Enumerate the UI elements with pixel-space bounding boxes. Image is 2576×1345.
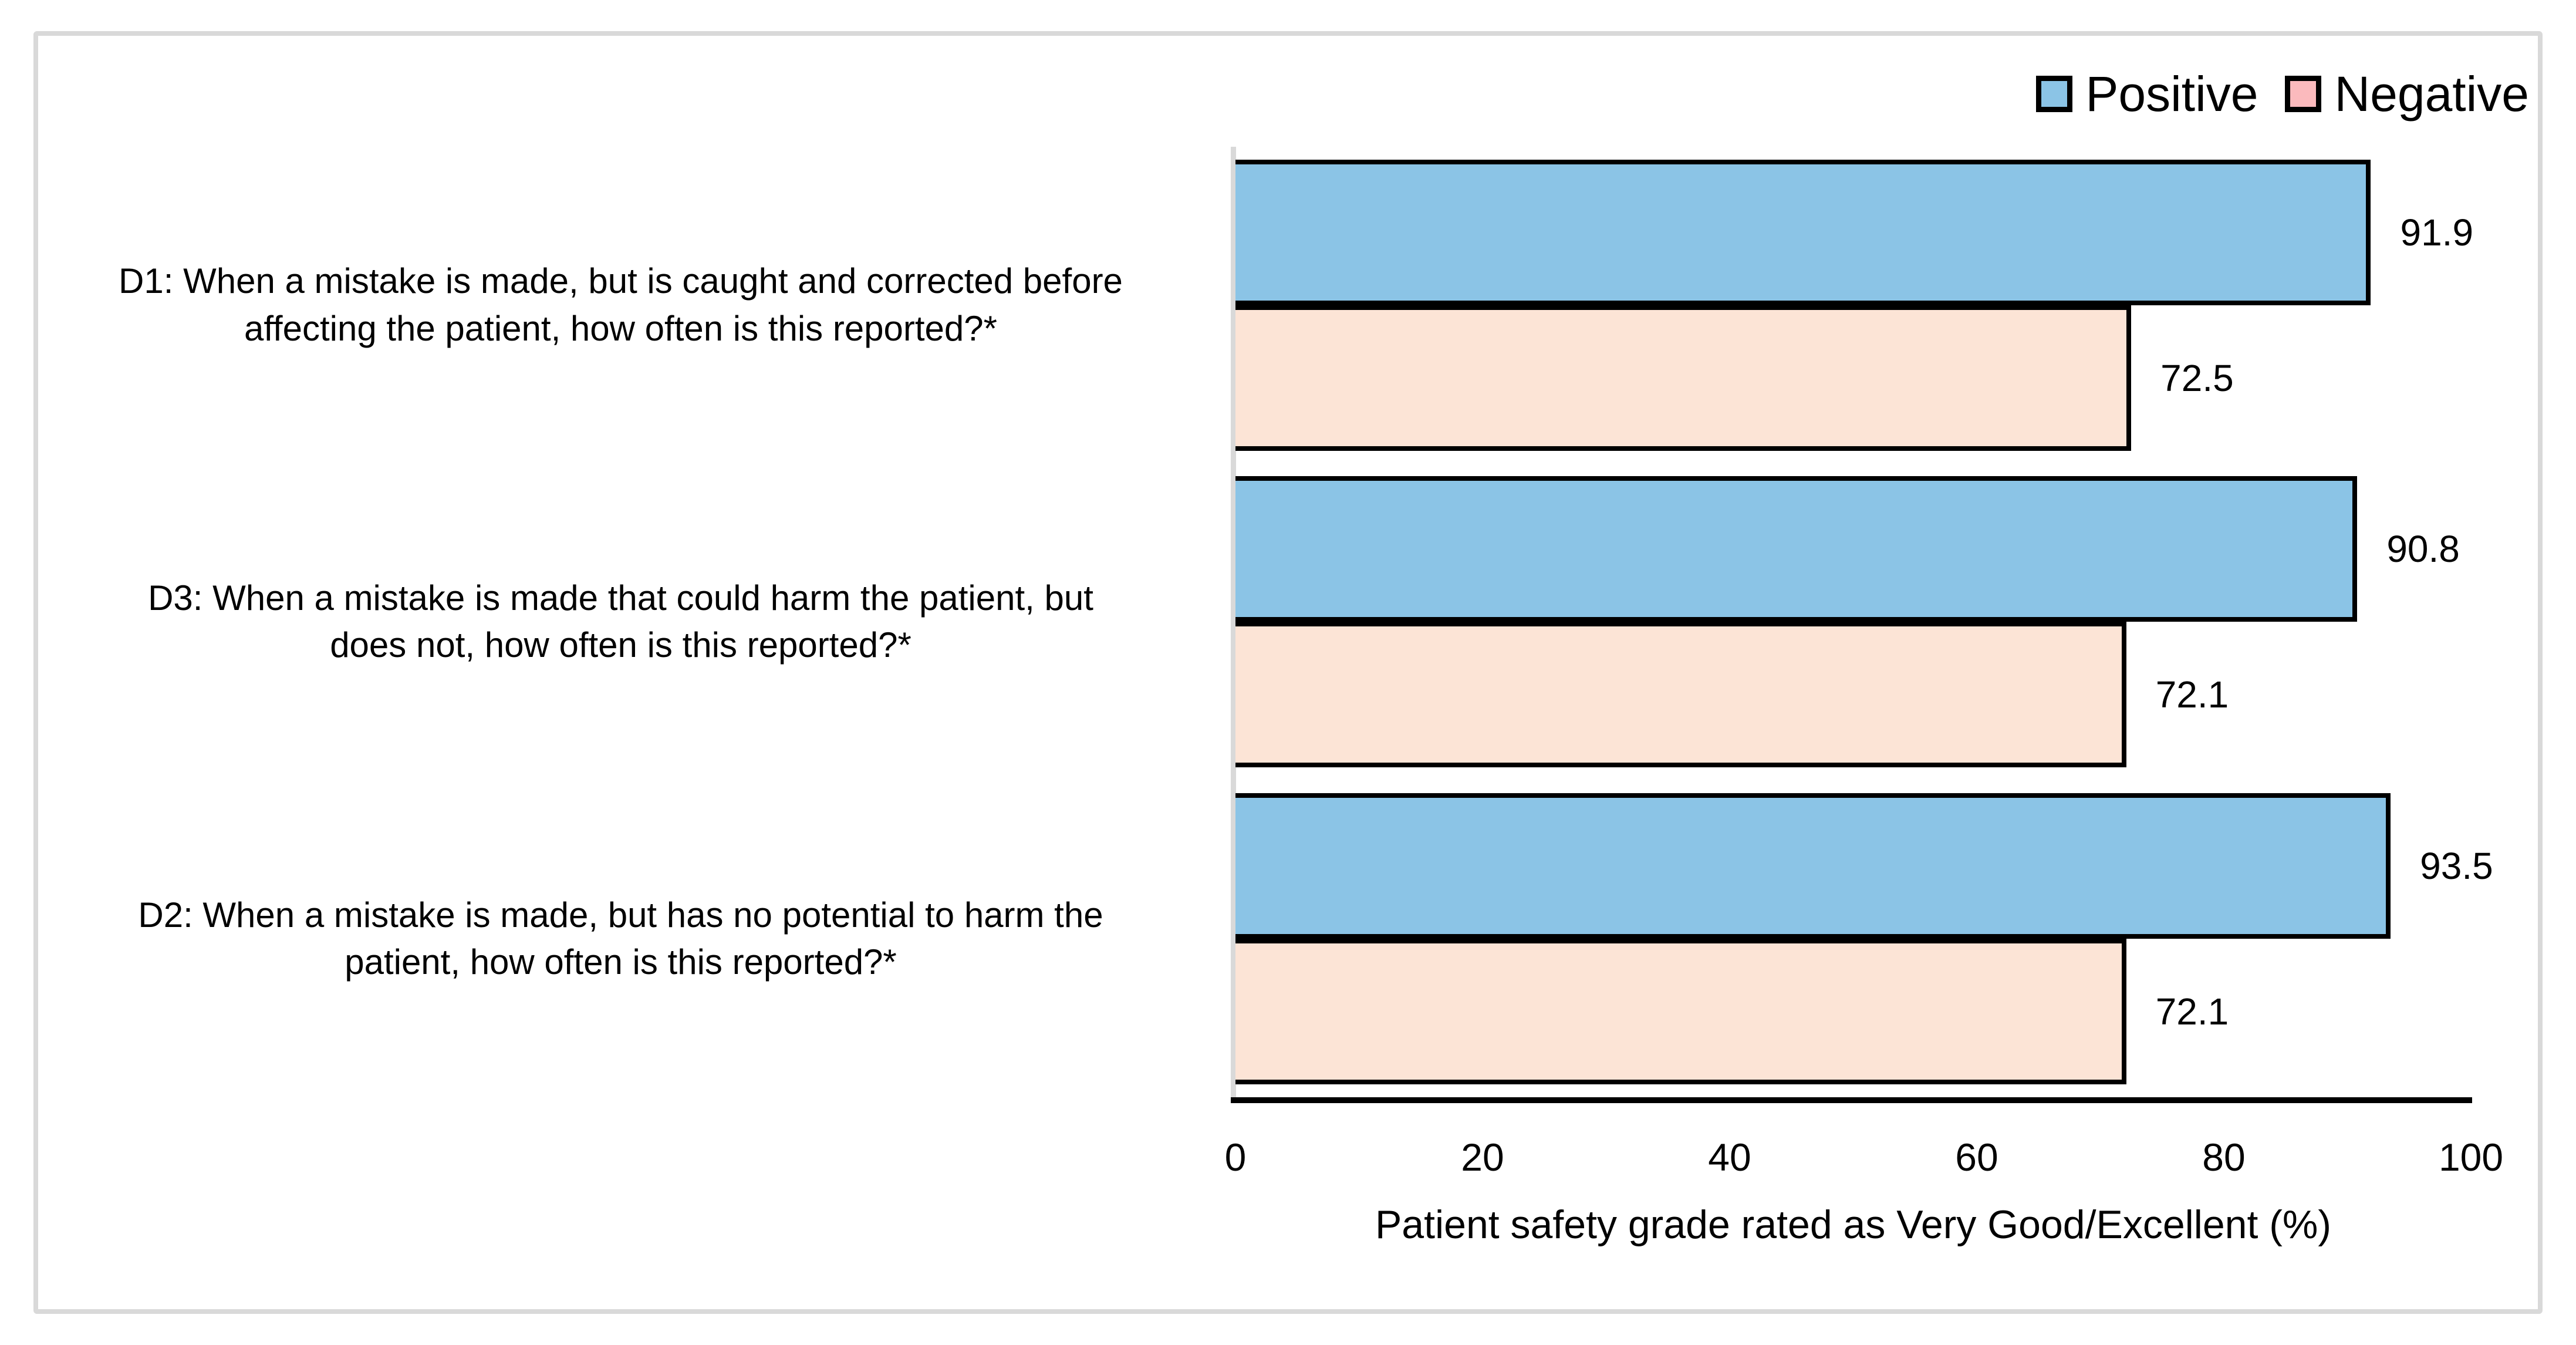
positive-bar bbox=[1235, 793, 2391, 939]
value-label: 90.8 bbox=[2386, 528, 2460, 571]
x-tick-label: 100 bbox=[2438, 1135, 2504, 1179]
x-tick-label: 60 bbox=[1955, 1135, 1998, 1179]
value-label: 72.1 bbox=[2155, 990, 2229, 1033]
x-axis-line bbox=[1231, 1097, 2472, 1103]
bar-group: 93.5 72.1 bbox=[1235, 780, 2493, 1097]
plot-area: 91.9 72.5 90.8 72.1 93.5 72.1 bbox=[1235, 147, 2493, 1097]
legend-item-negative: Negative bbox=[2285, 69, 2529, 119]
x-tick-label: 40 bbox=[1708, 1135, 1751, 1179]
value-label: 72.5 bbox=[2160, 356, 2234, 399]
category-label: D1: When a mistake is made, but is caugh… bbox=[119, 261, 1123, 348]
category-axis-line bbox=[1231, 147, 1236, 1097]
x-tick-label: 20 bbox=[1461, 1135, 1504, 1179]
category-label: D3: When a mistake is made that could ha… bbox=[148, 578, 1093, 665]
bar-group: 91.9 72.5 bbox=[1235, 147, 2474, 464]
category-label: D2: When a mistake is made, but has no p… bbox=[138, 895, 1103, 982]
positive-bar bbox=[1235, 476, 2358, 622]
value-label: 91.9 bbox=[2400, 211, 2474, 254]
negative-bar bbox=[1235, 305, 2132, 451]
positive-bar-row: 91.9 bbox=[1235, 159, 2474, 305]
legend-item-positive: Positive bbox=[2036, 69, 2258, 119]
x-axis-ticks: 0 20 40 60 80 100 bbox=[1225, 1135, 2503, 1185]
positive-swatch-icon bbox=[2036, 76, 2073, 112]
x-tick-label: 80 bbox=[2202, 1135, 2246, 1179]
legend: Positive Negative bbox=[2036, 69, 2529, 119]
value-label: 93.5 bbox=[2420, 845, 2493, 888]
negative-swatch-icon bbox=[2285, 76, 2322, 112]
negative-bar bbox=[1235, 939, 2126, 1085]
legend-label-positive: Positive bbox=[2085, 66, 2258, 122]
bar-groups: 91.9 72.5 90.8 72.1 93.5 72.1 bbox=[1235, 147, 2493, 1097]
category-labels: D1: When a mistake is made, but is caugh… bbox=[35, 147, 1206, 1097]
negative-bar-row: 72.1 bbox=[1235, 939, 2471, 1085]
positive-bar bbox=[1235, 159, 2371, 305]
positive-bar-row: 93.5 bbox=[1235, 793, 2493, 939]
value-label: 72.1 bbox=[2155, 673, 2229, 716]
negative-bar-row: 72.5 bbox=[1235, 305, 2471, 451]
negative-bar-row: 72.1 bbox=[1235, 622, 2471, 768]
legend-label-negative: Negative bbox=[2334, 66, 2529, 122]
x-tick-label: 0 bbox=[1224, 1135, 1247, 1179]
negative-bar bbox=[1235, 622, 2126, 768]
x-axis-title: Patient safety grade rated as Very Good/… bbox=[1375, 1202, 2332, 1247]
bar-group: 90.8 72.1 bbox=[1235, 464, 2471, 781]
positive-bar-row: 90.8 bbox=[1235, 476, 2471, 622]
